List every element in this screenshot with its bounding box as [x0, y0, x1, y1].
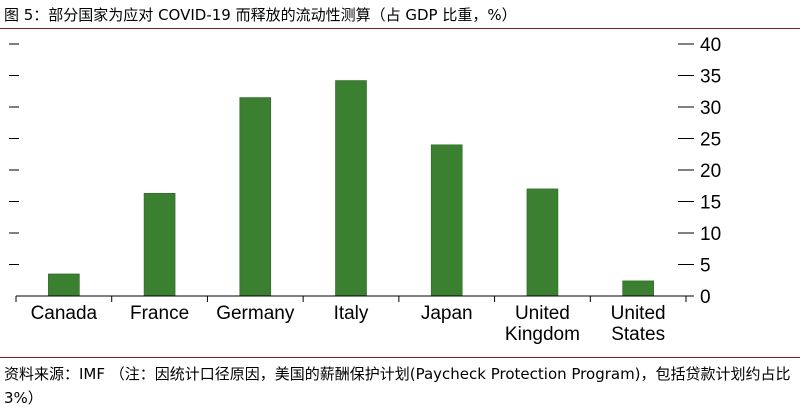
bar-italy — [335, 80, 367, 297]
bar-united-kingdom — [526, 188, 559, 297]
right-y-axis: 0 5 10 15 20 25 30 35 40 — [678, 35, 721, 308]
y-tick-label: 20 — [700, 161, 721, 182]
source-footnote: 资料来源：IMF （注：因统计口径原因，美国的薪酬保护计划(Paycheck P… — [4, 365, 791, 407]
x-category-label: United States — [611, 303, 666, 345]
bars — [48, 80, 654, 297]
bar-canada — [48, 273, 80, 297]
y-tick-label: 10 — [700, 224, 721, 245]
y-tick-label: 25 — [700, 130, 721, 151]
y-tick-label: 15 — [700, 193, 721, 214]
y-tick-label: 5 — [700, 256, 711, 277]
x-category-label: Canada — [31, 303, 98, 324]
x-category-label: France — [130, 303, 189, 324]
y-tick-label: 35 — [700, 67, 721, 88]
bar-chart: 0 5 10 15 20 25 30 35 40 Canada France Germany Ital… — [9, 35, 721, 345]
x-category-label: Germany — [216, 303, 295, 324]
bar-france — [143, 193, 176, 297]
y-tick-label: 0 — [700, 287, 711, 308]
bar-japan — [430, 144, 463, 297]
bar-united-states — [622, 280, 654, 297]
bar-germany — [239, 97, 272, 297]
left-tick-marks — [9, 43, 19, 265]
y-tick-label: 30 — [700, 98, 721, 119]
x-category-label: Japan — [421, 303, 473, 324]
x-category-label: United Kingdom — [505, 303, 580, 345]
y-tick-label: 40 — [700, 35, 721, 56]
x-category-labels: Canada France Germany Italy Japan United Kingd… — [15, 296, 687, 345]
bottom-rule — [0, 357, 800, 358]
top-rule — [0, 28, 800, 29]
chart-title: 图 5：部分国家为应对 COVID-19 而释放的流动性测算（占 GDP 比重，… — [4, 6, 517, 24]
x-category-label: Italy — [334, 303, 369, 324]
